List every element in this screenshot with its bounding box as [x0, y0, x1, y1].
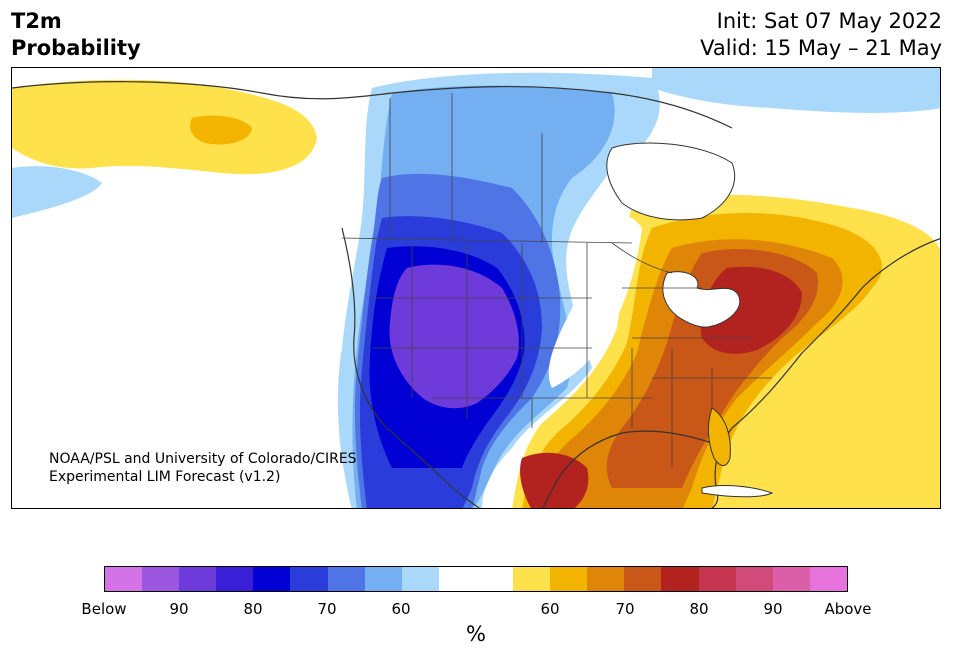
colorbar-segment — [290, 567, 328, 591]
colorbar-segment — [179, 567, 217, 591]
tick-80-warm: 80 — [689, 600, 709, 618]
colorbar-segment — [105, 567, 143, 591]
colorbar — [104, 566, 848, 592]
credit-text: NOAA/PSL and University of Colorado/CIRE… — [49, 450, 357, 486]
colorbar-unit: % — [466, 622, 486, 646]
colorbar-segment — [735, 567, 773, 591]
colorbar-segment — [253, 567, 291, 591]
title-line-1: T2m — [11, 9, 62, 33]
colorbar-segment — [513, 567, 551, 591]
tick-60-cold: 60 — [391, 600, 411, 618]
cuba — [701, 485, 774, 498]
region-texas-max — [520, 452, 589, 508]
colorbar-segment — [364, 567, 402, 591]
yucatan-warm — [642, 495, 677, 508]
colorbar-segment — [475, 567, 514, 591]
colorbar-segment — [438, 567, 476, 591]
map-svg — [12, 68, 940, 508]
tick-60-warm: 60 — [540, 600, 560, 618]
colorbar-segment — [809, 567, 847, 591]
region-alaska-warmer — [190, 115, 252, 145]
tick-70-warm: 70 — [615, 600, 635, 618]
colorbar-segment — [401, 567, 439, 591]
colorbar-segment — [142, 567, 180, 591]
colorbar-segment — [550, 567, 588, 591]
map-title: T2m Probability — [11, 8, 141, 62]
colorbar-segment — [216, 567, 254, 591]
coastline-north — [12, 81, 733, 129]
colorbar-segment — [327, 567, 365, 591]
colorbar-segment — [772, 567, 810, 591]
political-borders — [341, 93, 772, 468]
colorbar-segment — [624, 567, 662, 591]
colorbar-segment — [698, 567, 736, 591]
region-alaska-cool — [12, 166, 102, 218]
tick-below: Below — [81, 600, 127, 618]
coastline-gulf — [542, 430, 713, 508]
forecast-dates: Init: Sat 07 May 2022 Valid: 15 May – 21… — [700, 8, 942, 62]
credit-line-2: Experimental LIM Forecast (v1.2) — [49, 469, 281, 485]
tick-90-warm: 90 — [763, 600, 783, 618]
colorbar-segment — [587, 567, 625, 591]
credit-line-1: NOAA/PSL and University of Colorado/CIRE… — [49, 451, 357, 467]
region-rockies-extreme — [389, 264, 519, 409]
tick-above: Above — [824, 600, 872, 618]
region-alaska-warm — [12, 79, 317, 175]
init-date: Init: Sat 07 May 2022 — [716, 9, 942, 33]
tick-90-cold: 90 — [169, 600, 189, 618]
great-lakes — [662, 271, 740, 328]
valid-range: Valid: 15 May – 21 May — [700, 36, 942, 60]
region-central-neutral — [548, 212, 642, 388]
florida — [707, 407, 731, 466]
title-line-2: Probability — [11, 36, 141, 60]
forecast-map — [11, 67, 941, 509]
hudson-bay — [606, 142, 736, 221]
tick-80-cold: 80 — [243, 600, 263, 618]
colorbar-segment — [661, 567, 699, 591]
coastline-west — [341, 227, 481, 508]
region-greenland-cool — [652, 68, 940, 113]
tick-70-cold: 70 — [317, 600, 337, 618]
